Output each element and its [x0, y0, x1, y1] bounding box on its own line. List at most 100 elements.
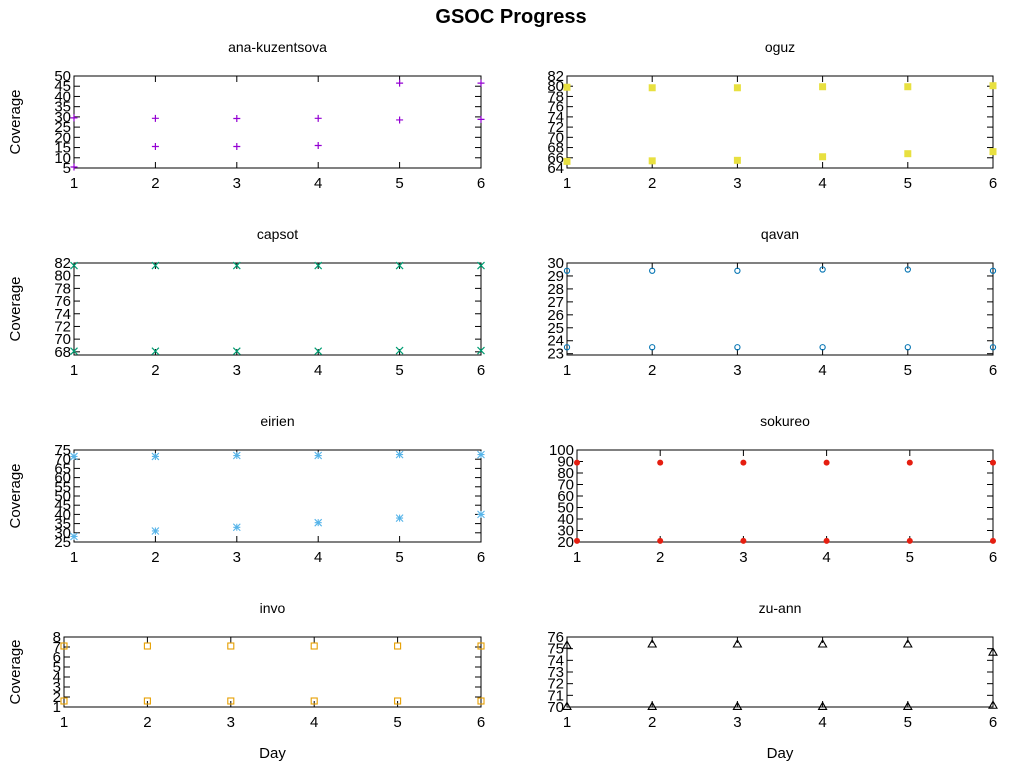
data-point: [734, 267, 741, 274]
subplot-title: sokureo: [760, 413, 810, 429]
data-point: [396, 116, 404, 124]
subplot-title: oguz: [765, 39, 795, 55]
y-tick-label: 24: [547, 333, 564, 350]
plot-frame: [566, 75, 994, 169]
x-tick-label: 3: [233, 549, 241, 566]
y-tick-label: 68: [54, 344, 71, 361]
y-tick-label: 50: [54, 68, 71, 85]
y-tick-label: 1: [53, 699, 61, 716]
x-axis-label: Day: [767, 745, 794, 762]
x-tick-label: 6: [477, 175, 485, 192]
x-tick-label: 4: [822, 549, 830, 566]
y-tick-label: 3: [53, 679, 61, 696]
y-axis-label: Coverage: [7, 463, 24, 528]
data-point: [819, 266, 826, 273]
x-tick-label: 6: [989, 714, 997, 731]
data-point: [151, 452, 160, 461]
subplot-title: zu-ann: [759, 600, 802, 616]
x-tick-label: 5: [904, 362, 912, 379]
x-tick-label: 4: [818, 362, 826, 379]
y-tick-label: 72: [547, 676, 564, 693]
y-tick-label: 76: [54, 293, 71, 310]
data-point: [70, 347, 78, 356]
x-tick-label: 2: [648, 362, 656, 379]
y-tick-label: 5: [63, 160, 71, 177]
data-point: [819, 344, 826, 351]
y-tick-label: 73: [547, 664, 564, 681]
y-tick-label: 25: [54, 534, 71, 551]
data-point: [989, 344, 997, 351]
y-tick-label: 30: [547, 255, 564, 272]
data-point: [906, 459, 913, 466]
data-point: [477, 346, 485, 355]
data-point: [395, 514, 404, 522]
data-point: [70, 114, 78, 122]
data-series-2: [70, 510, 485, 541]
y-tick-label: 4: [53, 669, 61, 686]
y-tick-label: 5: [53, 659, 61, 676]
y-tick-label: 28: [547, 281, 564, 298]
y-tick-label: 66: [547, 150, 564, 167]
data-point: [477, 642, 485, 650]
subplot-title: capsot: [257, 226, 298, 242]
x-tick-label: 2: [656, 549, 664, 566]
data-point: [732, 638, 743, 648]
x-tick-label: 6: [477, 549, 485, 566]
x-tick-label: 5: [395, 362, 403, 379]
x-tick-label: 3: [739, 549, 747, 566]
x-tick-label: 6: [989, 549, 997, 566]
data-point: [70, 163, 78, 171]
data-point: [314, 347, 323, 356]
x-tick-label: 4: [818, 175, 826, 192]
data-point: [563, 83, 571, 91]
y-tick-label: 70: [547, 129, 564, 146]
data-point: [232, 261, 241, 270]
data-point: [990, 459, 996, 466]
x-tick-label: 6: [477, 714, 485, 731]
subplot-title: ana-kuzentsova: [228, 39, 327, 55]
y-tick-label: 64: [547, 160, 564, 177]
data-point: [233, 115, 241, 123]
data-point: [989, 82, 997, 90]
y-tick-label: 60: [557, 488, 574, 505]
data-point: [151, 527, 160, 535]
y-tick-label: 45: [54, 497, 71, 514]
y-tick-label: 27: [547, 294, 564, 311]
x-tick-label: 3: [233, 362, 241, 379]
data-point: [817, 701, 828, 710]
data-point: [648, 84, 656, 92]
y-tick-label: 7: [53, 639, 61, 656]
y-tick-label: 26: [547, 307, 564, 324]
data-point: [310, 697, 318, 705]
y-tick-label: 50: [557, 500, 574, 517]
data-point: [734, 344, 741, 351]
y-tick-label: 65: [54, 460, 71, 477]
data-point: [902, 701, 913, 710]
data-point: [394, 642, 402, 650]
data-point: [70, 452, 78, 461]
y-tick-label: 78: [547, 88, 564, 105]
data-point: [732, 701, 743, 710]
data-series-1: [70, 261, 485, 270]
plot-frame: [73, 449, 482, 543]
plot-frame: [566, 636, 994, 708]
data-series-2: [562, 700, 998, 710]
y-tick-label: 8: [53, 629, 61, 646]
y-tick-label: 74: [547, 109, 564, 126]
y-tick-label: 80: [547, 78, 564, 95]
x-tick-label: 5: [395, 175, 403, 192]
data-series-2: [574, 537, 996, 544]
y-tick-label: 15: [54, 140, 71, 157]
y-tick-label: 29: [547, 268, 564, 285]
x-tick-label: 4: [314, 175, 322, 192]
y-axis-label: Coverage: [7, 89, 24, 154]
x-tick-label: 3: [227, 714, 235, 731]
y-tick-label: 40: [557, 511, 574, 528]
y-tick-label: 45: [54, 78, 71, 95]
